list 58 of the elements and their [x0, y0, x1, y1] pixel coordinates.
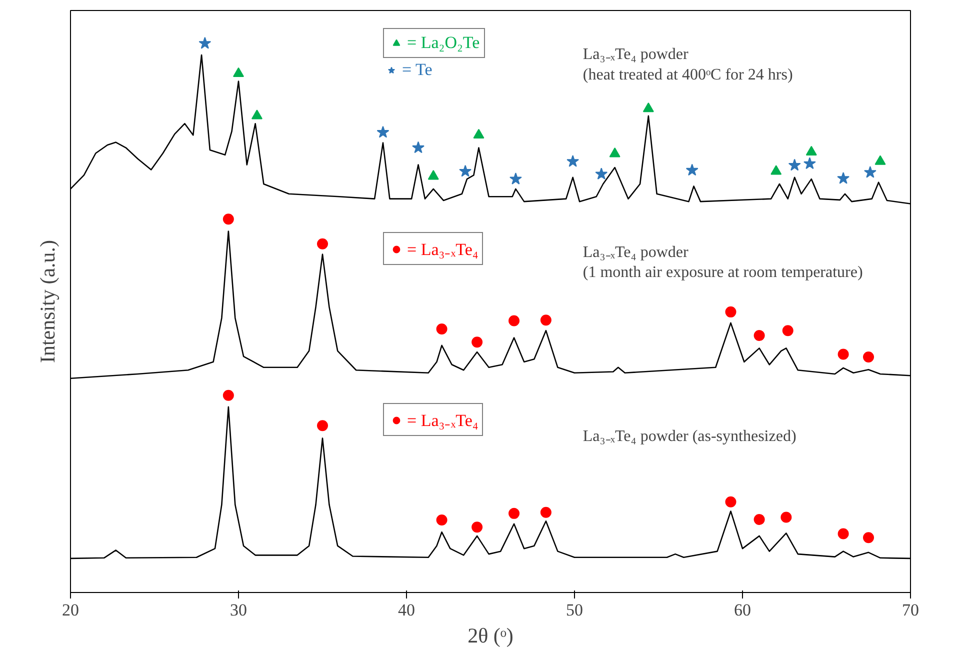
point: [754, 330, 765, 342]
point: [472, 336, 483, 348]
point: [472, 522, 483, 533]
point: [803, 157, 816, 170]
point: [595, 168, 608, 180]
point: [806, 146, 817, 156]
point: [436, 514, 448, 526]
x-tick-label: 30: [230, 600, 247, 620]
annotation: La₃₋ₓTe₄ powder (heat treated at 400ᵒC for 24 hrs): [582, 46, 793, 84]
y-axis-title: Intensity (a.u.): [36, 240, 60, 364]
x-tick-label: 40: [398, 600, 415, 620]
point: [864, 166, 876, 178]
point: [725, 496, 736, 508]
point: [566, 154, 580, 167]
point: [508, 315, 520, 326]
point: [222, 214, 234, 225]
legend-label: = La₃₋ₓTe₄: [407, 239, 478, 260]
point: [509, 172, 522, 184]
point: [412, 141, 424, 154]
point: [838, 528, 849, 540]
point: [317, 238, 328, 250]
point: [376, 126, 390, 138]
point: [863, 532, 874, 544]
point: [837, 172, 850, 184]
point: [540, 506, 552, 518]
point: [754, 514, 765, 525]
point: [782, 325, 794, 336]
point: [473, 128, 484, 139]
point: [788, 158, 801, 171]
point: [609, 148, 620, 158]
point: [642, 102, 654, 112]
point: [863, 351, 874, 362]
annotation: La₃₋ₓTe₄ powder (1 month air exposure at room temperature): [582, 244, 863, 282]
point: [317, 420, 328, 432]
point: [436, 323, 448, 334]
x-axis-title: 2θ (ᵒ): [468, 624, 514, 648]
annotation: La₃₋ₓTe₄ powder (as-synthesized): [582, 428, 796, 445]
point: [770, 165, 782, 175]
x-tick-label: 60: [734, 600, 751, 620]
point: [725, 306, 736, 318]
point: [686, 164, 698, 176]
point: [459, 164, 472, 177]
point: [838, 348, 849, 360]
point: [198, 36, 212, 49]
point: [874, 155, 886, 165]
x-tick-label: 50: [566, 600, 583, 620]
legend-label: = Te: [402, 60, 432, 80]
point: [251, 110, 262, 120]
point: [508, 508, 520, 519]
legend-label: = La₂O₂Te: [407, 33, 480, 53]
point: [222, 390, 234, 401]
x-tick-label: 70: [902, 600, 919, 620]
point: [780, 512, 792, 523]
point: [233, 67, 244, 78]
x-tick-label: 20: [62, 600, 79, 620]
point: [540, 314, 552, 326]
point: [428, 170, 439, 180]
legend-label: = La₃₋ₓTe₄: [407, 410, 478, 431]
